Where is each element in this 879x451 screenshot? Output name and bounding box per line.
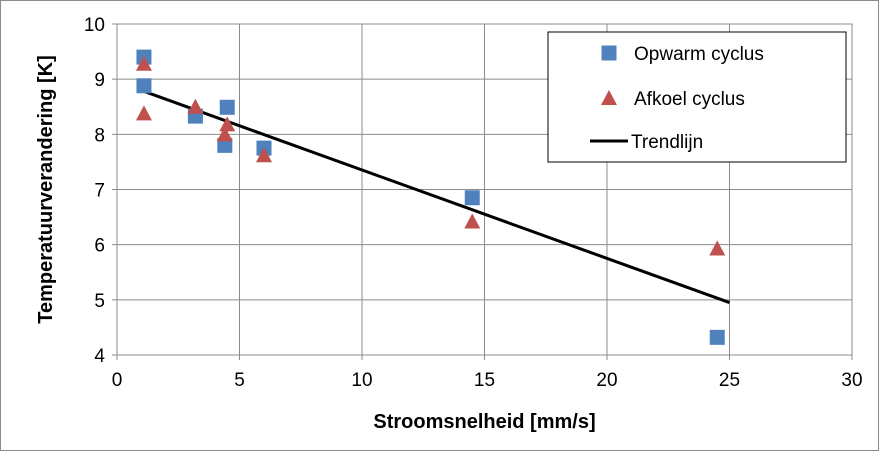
legend-label: Opwarm cyclus — [634, 44, 764, 65]
x-tick-label: 30 — [841, 370, 862, 391]
afkoel-point — [135, 105, 152, 121]
opwarm-point — [217, 137, 233, 153]
legend-label: Trendlijn — [631, 132, 703, 153]
series-layer — [135, 49, 731, 345]
opwarm-point — [219, 99, 235, 115]
y-tick-label: 10 — [84, 15, 105, 36]
afkoel-point — [464, 213, 481, 229]
y-tick-label: 5 — [94, 291, 105, 312]
afkoel-point — [187, 98, 204, 114]
legend: Opwarm cyclus Afkoel cyclus Trendlijn — [547, 31, 847, 163]
legend-label: Afkoel cyclus — [634, 89, 745, 110]
afkoel-point — [709, 240, 726, 256]
axis-ticks: 0 5 10 15 20 25 30 4 5 6 7 8 9 10 — [84, 15, 863, 391]
legend-triangle-swatch — [601, 90, 617, 105]
x-tick-label: 0 — [112, 370, 123, 391]
y-tick-label: 4 — [94, 346, 105, 367]
trendline — [143, 89, 731, 305]
opwarm-point — [464, 190, 480, 206]
x-tick-label: 20 — [596, 370, 617, 391]
opwarm-point — [136, 78, 152, 94]
afkoel-point — [219, 116, 236, 132]
afkoel-point — [135, 55, 152, 71]
legend-item: Afkoel cyclus — [601, 89, 745, 110]
afkoel-point — [256, 147, 272, 163]
opwarm-point — [709, 329, 725, 345]
legend-square-swatch — [601, 45, 617, 61]
y-tick-label: 7 — [94, 181, 105, 202]
legend-item: Opwarm cyclus — [601, 44, 764, 65]
legend-box — [547, 31, 847, 163]
y-tick-label: 9 — [94, 70, 105, 91]
y-tick-label: 6 — [94, 236, 105, 257]
x-tick-label: 15 — [474, 370, 495, 391]
x-axis-title: Stroomsnelheid [mm/s] — [373, 411, 595, 433]
y-tick-label: 8 — [94, 125, 105, 146]
x-tick-label: 5 — [234, 370, 245, 391]
x-tick-label: 10 — [351, 370, 372, 391]
afkoel-point — [216, 126, 233, 142]
x-tick-label: 25 — [719, 370, 740, 391]
y-axis-title: Temperatuurverandering [K] — [35, 55, 57, 324]
legend-item: Trendlijn — [590, 132, 703, 153]
